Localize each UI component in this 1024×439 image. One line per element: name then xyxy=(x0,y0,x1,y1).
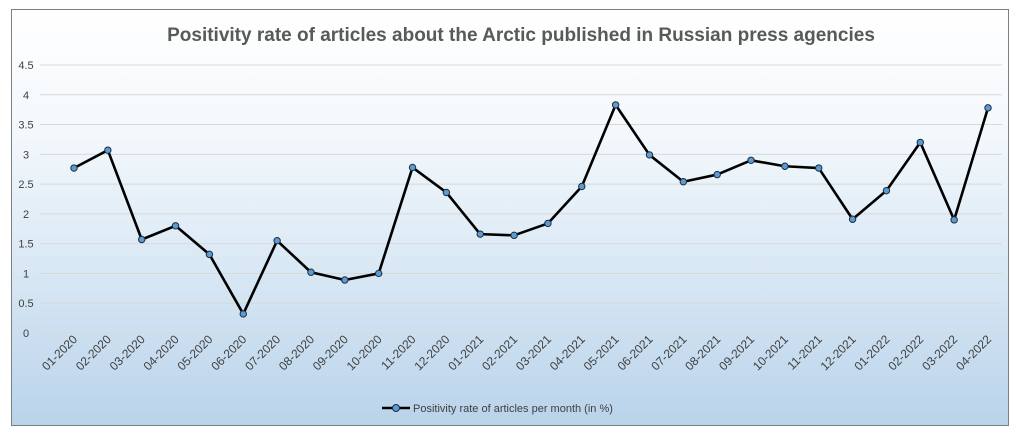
x-tick-label: 06-2021 xyxy=(615,332,656,373)
x-tick-label: 09-2021 xyxy=(716,332,757,373)
data-point xyxy=(341,276,349,284)
y-tick-label: 0 xyxy=(23,328,29,340)
data-point xyxy=(476,230,484,238)
x-tick-label: 08-2021 xyxy=(682,332,723,373)
x-tick-label: 07-2021 xyxy=(648,332,689,373)
data-point xyxy=(510,231,518,240)
data-point xyxy=(171,222,180,230)
data-point xyxy=(239,310,247,318)
x-tick-label: 10-2020 xyxy=(344,332,385,373)
data-point xyxy=(578,182,586,191)
data-point xyxy=(679,178,688,186)
data-point xyxy=(408,163,417,172)
y-tick-label: 2 xyxy=(23,209,29,221)
x-tick-label: 10-2021 xyxy=(750,332,791,373)
y-tick-label: 1.5 xyxy=(18,239,33,251)
data-point xyxy=(815,164,823,172)
data-point xyxy=(747,156,755,164)
y-tick-label: 4 xyxy=(23,90,29,102)
chart-frame: Positivity rate of articles about the Ar… xyxy=(11,9,1009,426)
chart-title: Positivity rate of articles about the Ar… xyxy=(167,25,875,46)
x-tick-label: 07-2020 xyxy=(242,332,283,373)
y-tick-label: 0.5 xyxy=(18,298,33,310)
y-tick-label: 2.5 xyxy=(18,179,33,191)
x-tick-label: 01-2022 xyxy=(852,332,893,373)
series-layer xyxy=(70,101,992,318)
data-point xyxy=(984,104,992,112)
data-point xyxy=(273,236,281,245)
x-tick-label: 08-2020 xyxy=(276,332,317,373)
x-tick-label: 06-2020 xyxy=(208,332,249,373)
legend-label: Positivity rate of articles per month (i… xyxy=(413,403,613,415)
x-tick-label: 09-2020 xyxy=(310,332,351,373)
x-tick-label: 11-2021 xyxy=(784,332,825,373)
x-tick-label: 04-2021 xyxy=(547,332,588,373)
x-tick-label: 12-2021 xyxy=(818,332,859,373)
data-point xyxy=(307,268,315,276)
legend: Positivity rate of articles per month (i… xyxy=(382,403,613,415)
gridlines xyxy=(40,64,1002,334)
series-line xyxy=(73,103,990,316)
data-point xyxy=(138,235,146,244)
x-tick-label: 04-2020 xyxy=(141,332,182,373)
y-tick-label: 1 xyxy=(23,268,29,280)
y-tick-label: 3 xyxy=(23,149,29,161)
legend-marker-swatch xyxy=(392,404,400,412)
y-tick-label: 3.5 xyxy=(18,120,33,132)
data-point xyxy=(611,101,620,109)
x-tick-label: 03-2020 xyxy=(107,332,148,373)
line-chart: Positivity rate of articles about the Ar… xyxy=(18,25,1002,415)
x-tick-label: 05-2020 xyxy=(174,332,215,373)
x-tick-label: 03-2022 xyxy=(919,332,960,373)
x-tick-label: 01-2021 xyxy=(445,332,486,373)
x-tick-label: 05-2021 xyxy=(581,332,622,373)
x-tick-label: 02-2020 xyxy=(73,332,114,373)
x-tick-label: 04-2022 xyxy=(953,332,994,373)
data-point xyxy=(950,216,958,224)
x-tick-label: 02-2022 xyxy=(885,332,926,373)
data-point xyxy=(442,188,451,197)
x-axis-ticks: 01-202002-202003-202004-202005-202006-20… xyxy=(39,332,994,373)
data-point xyxy=(882,186,891,195)
data-point xyxy=(713,170,721,179)
data-point xyxy=(848,215,857,223)
data-point xyxy=(374,269,383,278)
data-point xyxy=(205,250,214,259)
x-tick-label: 03-2021 xyxy=(513,332,554,373)
data-point xyxy=(781,162,789,170)
y-tick-label: 4.5 xyxy=(18,60,33,72)
data-point xyxy=(544,219,552,228)
y-axis-ticks: 0 0.5 1 1.5 2 2.5 3 3.5 4 4.5 xyxy=(18,60,33,340)
data-point xyxy=(104,146,112,154)
x-tick-label: 12-2020 xyxy=(411,332,452,373)
data-point xyxy=(645,151,654,159)
data-point xyxy=(916,138,924,147)
x-tick-label: 02-2021 xyxy=(479,332,520,373)
x-tick-label: 11-2020 xyxy=(378,332,419,373)
x-tick-label: 01-2020 xyxy=(39,332,80,373)
data-point xyxy=(70,164,78,172)
